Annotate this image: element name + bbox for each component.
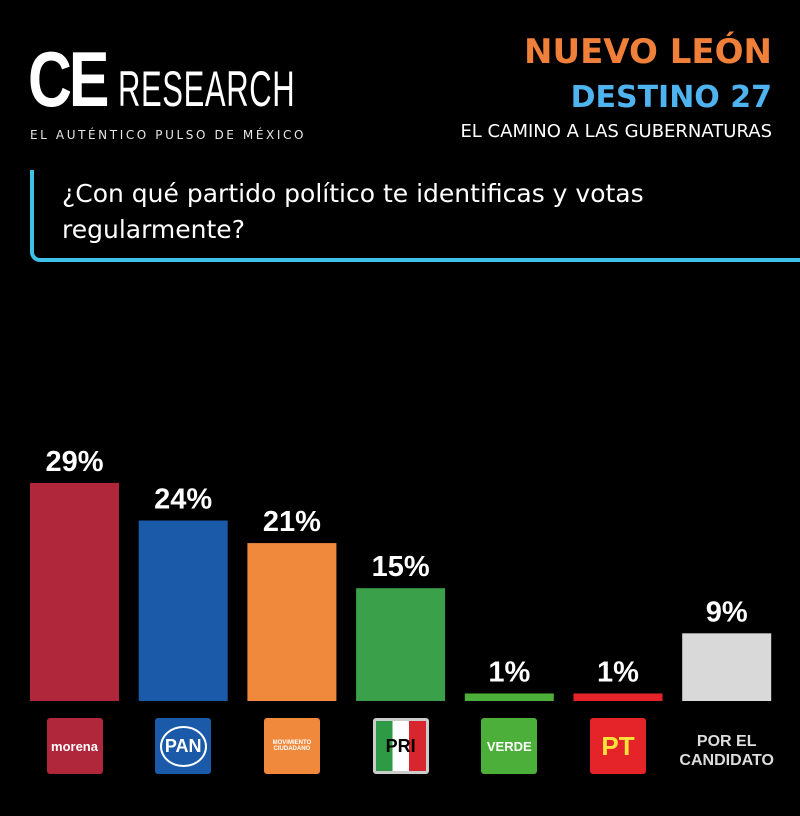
question-text: ¿Con qué partido político te identificas…	[62, 179, 644, 244]
data-label: 21%	[263, 506, 321, 538]
party-logo-mc: MOVIMIENTO CIUDADANO	[263, 718, 320, 774]
party-logo-pan: PAN	[155, 718, 212, 774]
party-logo-pri: PRI	[372, 718, 429, 774]
subtitle: EL CAMINO A LAS GUBERNATURAS	[460, 121, 772, 142]
bar-2	[247, 543, 337, 701]
data-label: 9%	[706, 596, 748, 628]
bar-4	[464, 693, 554, 701]
data-label: 24%	[154, 484, 212, 516]
region-title: NUEVO LEÓN	[524, 32, 772, 72]
tagline: EL AUTÉNTICO PULSO DE MÉXICO	[30, 128, 307, 142]
party-logo-text: morena	[51, 738, 98, 754]
category-label-por-el-candidato: POR EL CANDIDATO	[679, 733, 774, 769]
data-label: 29%	[45, 446, 103, 478]
series-title: DESTINO 27	[570, 80, 772, 115]
brand-logo: CE RESEARCH EL AUTÉNTICO PULSO DE MÉXICO	[28, 35, 404, 142]
bar-6	[682, 633, 772, 701]
bar-3	[356, 588, 446, 701]
logo-research: RESEARCH	[118, 61, 296, 117]
party-logo-text: VERDE	[486, 738, 532, 754]
party-logo-text: PRI	[385, 735, 416, 756]
party-logo-text: MOVIMIENTO CIUDADANO	[272, 740, 312, 752]
party-logo-pt: PT	[590, 718, 646, 774]
party-logo-morena: morena	[46, 718, 103, 774]
data-label: 15%	[372, 551, 430, 583]
question-box: ¿Con qué partido político te identificas…	[30, 170, 800, 262]
data-label: 1%	[488, 656, 530, 688]
party-logo-text: PT	[601, 730, 635, 761]
bar-0	[30, 482, 119, 701]
bar-1	[138, 520, 228, 701]
party-logo-verde: VERDE	[481, 718, 538, 774]
data-label: 1%	[597, 656, 639, 688]
party-logo-text: PAN	[159, 725, 207, 767]
bar-5	[573, 693, 663, 701]
logo-ce: CE	[28, 35, 109, 123]
